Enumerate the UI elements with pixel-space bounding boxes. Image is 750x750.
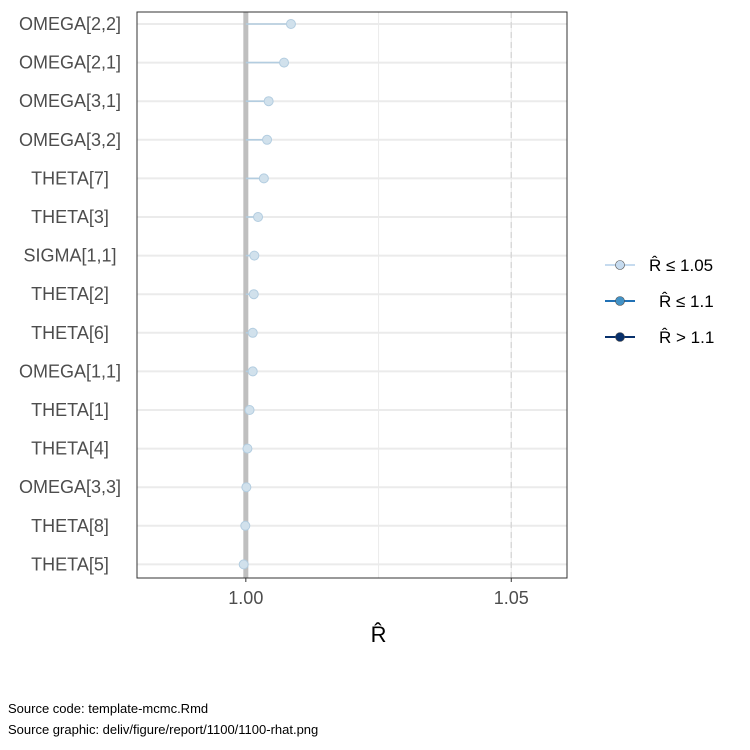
lollipop-point [244,405,255,415]
x-tick-label: 1.05 [494,588,529,608]
param-label: THETA[7] [31,168,109,188]
legend: R̂ ≤ 1.05 R̂ ≤ 1.1 R̂ > 1.1 [605,255,714,347]
legend-label: R̂ ≤ 1.1 [659,291,714,311]
param-label: SIGMA[1,1] [23,246,116,266]
plot-panel-border [136,11,568,579]
param-label: THETA[5] [31,554,109,574]
lollipop-point [247,366,258,377]
param-label: THETA[8] [31,516,109,536]
x-tick-label: 1.00 [228,588,263,608]
lollipop-point [263,96,274,107]
lollipop-point [258,173,269,184]
x-axis-title: R̂ [371,622,387,647]
lollipop-point [279,57,290,68]
source-code-caption: Source code: template-mcmc.Rmd [8,701,209,716]
param-label: THETA[6] [31,323,109,343]
lollipop-point [238,559,249,570]
legend-label: R̂ ≤ 1.05 [649,255,713,275]
x-tick-labels: 1.00 1.05 [228,578,529,608]
lollipop-point [285,19,296,29]
grid-lines [137,12,567,578]
legend-key-point [615,332,625,342]
param-label: THETA[4] [31,439,109,459]
data-marks [238,19,296,570]
lollipop-point [262,134,273,145]
lollipop-point [248,289,259,300]
lollipop-point [240,520,251,531]
source-graphic-caption: Source graphic: deliv/figure/report/1100… [8,722,319,737]
param-label: OMEGA[2,1] [19,53,121,73]
lollipop-point [247,327,258,338]
param-label: OMEGA[2,2] [19,14,121,34]
lollipop-point [242,443,253,454]
param-label: OMEGA[3,1] [19,91,121,111]
param-label: OMEGA[1,1] [19,361,121,381]
legend-label: R̂ > 1.1 [659,327,714,347]
param-label: THETA[1] [31,400,109,420]
param-label: OMEGA[3,3] [19,477,121,497]
param-label: THETA[3] [31,207,109,227]
lollipop-point [241,482,252,493]
lollipop-point [249,250,260,261]
lollipop-point [253,212,264,222]
legend-key-point [615,260,625,270]
y-tick-labels: OMEGA[2,2] OMEGA[2,1] OMEGA[3,1] OMEGA[3,2]… [19,14,121,574]
legend-key-point [615,296,625,306]
param-label: THETA[2] [31,284,109,304]
x-axis-title-text: R̂ [371,622,387,647]
param-label: OMEGA[3,2] [19,130,121,150]
